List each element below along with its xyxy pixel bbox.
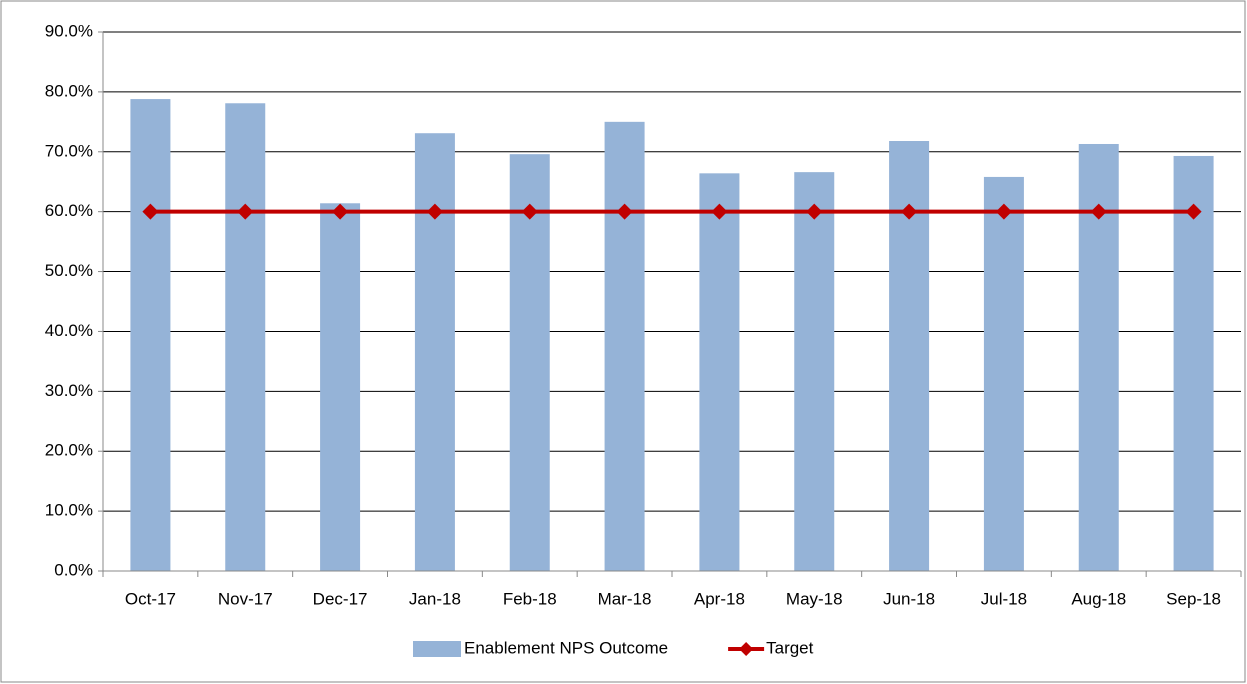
marker xyxy=(521,203,538,220)
bar xyxy=(130,99,171,571)
legend-label: Target xyxy=(766,638,814,657)
legend-swatch xyxy=(413,641,461,657)
marker xyxy=(332,203,349,220)
bar xyxy=(699,173,740,572)
x-tick-label: Jan-18 xyxy=(409,589,461,608)
y-tick-label: 40.0% xyxy=(45,321,93,340)
x-tick-label: Jul-18 xyxy=(981,589,1027,608)
x-tick-label: Nov-17 xyxy=(218,589,273,608)
marker xyxy=(806,203,823,220)
x-tick-label: May-18 xyxy=(786,589,843,608)
x-tick-label: Apr-18 xyxy=(694,589,745,608)
marker xyxy=(901,203,918,220)
marker xyxy=(995,203,1012,220)
y-tick-label: 70.0% xyxy=(45,141,93,160)
x-tick-label: Jun-18 xyxy=(883,589,935,608)
y-tick-label: 10.0% xyxy=(45,501,93,520)
x-tick-label: Aug-18 xyxy=(1071,589,1126,608)
x-tick-label: Oct-17 xyxy=(125,589,176,608)
x-tick-label: Mar-18 xyxy=(598,589,652,608)
marker xyxy=(237,203,254,220)
bar xyxy=(794,172,835,571)
x-tick-label: Dec-17 xyxy=(313,589,368,608)
x-tick-label: Sep-18 xyxy=(1166,589,1221,608)
bar xyxy=(225,103,266,572)
bar xyxy=(414,133,455,571)
marker xyxy=(426,203,443,220)
x-tick-label: Feb-18 xyxy=(503,589,557,608)
y-tick-label: 20.0% xyxy=(45,441,93,460)
bar xyxy=(1173,155,1214,571)
y-tick-label: 90.0% xyxy=(45,21,93,40)
y-tick-label: 80.0% xyxy=(45,81,93,100)
marker xyxy=(616,203,633,220)
marker xyxy=(1185,203,1202,220)
marker xyxy=(1090,203,1107,220)
marker xyxy=(142,203,159,220)
bar xyxy=(509,154,550,571)
bar xyxy=(604,121,645,571)
legend-marker xyxy=(739,642,754,656)
bar xyxy=(983,176,1024,572)
y-tick-label: 30.0% xyxy=(45,381,93,400)
legend-label: Enablement NPS Outcome xyxy=(464,638,668,657)
bar xyxy=(320,203,361,571)
y-tick-label: 0.0% xyxy=(54,560,93,579)
y-tick-label: 60.0% xyxy=(45,201,93,220)
marker xyxy=(711,203,728,220)
y-tick-label: 50.0% xyxy=(45,261,93,280)
